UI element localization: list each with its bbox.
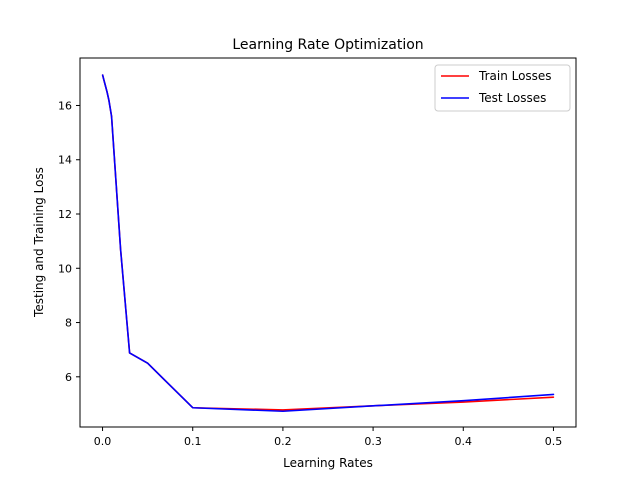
- y-tick-label: 14: [58, 154, 72, 167]
- x-axis-label: Learning Rates: [283, 456, 373, 470]
- series-layer: [101, 74, 555, 413]
- plot-area: 0.0 0.1 0.2 0.3 0.4 0.5 6 8 10 12 14 16: [58, 57, 577, 448]
- legend: Train Losses Test Losses: [434, 64, 571, 112]
- legend-label-0: Train Losses: [478, 69, 552, 83]
- x-tick-label: 0.3: [364, 435, 382, 448]
- y-axis-ticks: 6 8 10 12 14 16: [58, 99, 80, 384]
- y-tick-label: 10: [58, 262, 72, 275]
- x-tick-label: 0.0: [94, 435, 112, 448]
- y-tick-label: 8: [65, 317, 72, 330]
- y-tick-label: 12: [58, 208, 72, 221]
- x-tick-label: 0.1: [184, 435, 202, 448]
- axes-frame: [79, 57, 577, 428]
- y-tick-label: 16: [58, 99, 72, 112]
- x-tick-label: 0.2: [274, 435, 292, 448]
- x-axis-ticks: 0.0 0.1 0.2 0.3 0.4 0.5: [94, 427, 562, 448]
- series-line-1: [101, 74, 555, 413]
- x-tick-label: 0.5: [545, 435, 563, 448]
- y-axis-label: Testing and Training Loss: [32, 167, 46, 318]
- legend-label-1: Test Losses: [478, 91, 546, 105]
- y-tick-label: 6: [65, 371, 72, 384]
- x-tick-label: 0.4: [455, 435, 473, 448]
- chart-title: Learning Rate Optimization: [232, 37, 423, 53]
- legend-items: Train Losses Test Losses: [441, 69, 552, 105]
